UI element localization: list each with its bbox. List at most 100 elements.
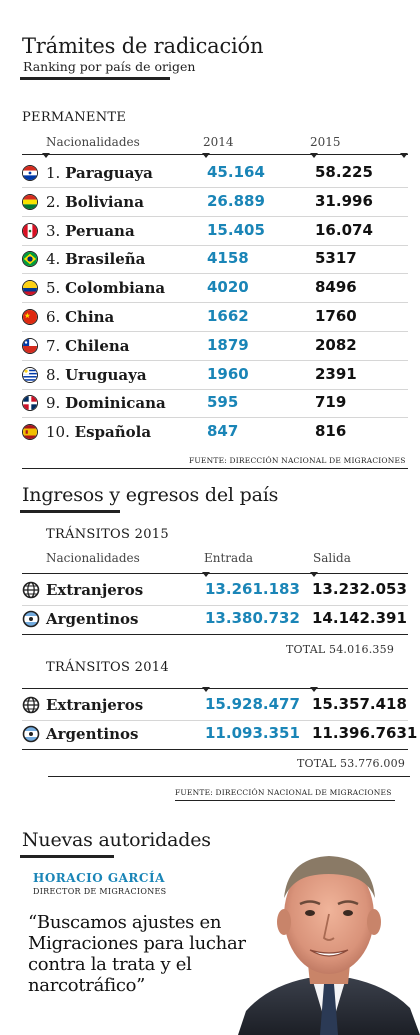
rank-number: 2. (46, 192, 61, 211)
value-2014: 1960 (207, 364, 249, 383)
title-rule (20, 77, 170, 80)
group-name: Argentinos (46, 610, 139, 628)
nationality-name: 5. Colombiana (46, 279, 165, 297)
row-separator (22, 244, 408, 246)
rank-number: 7. (46, 336, 61, 355)
nationality-name: 1. Paraguaya (46, 164, 153, 182)
row-separator (22, 359, 408, 361)
value-2014: 4020 (207, 278, 249, 297)
row-separator (22, 331, 408, 332)
rank-number: 5. (46, 279, 61, 298)
nationality-name: 2. Boliviana (46, 193, 144, 211)
row-separator (22, 302, 408, 304)
rank-number: 9. (46, 394, 61, 413)
permanente-source: FUENTE: DIRECCIÓN NACIONAL DE MIGRACIONE… (189, 456, 406, 465)
value-2015: 31.996 (315, 191, 373, 210)
value-salida: 14.142.391 (312, 609, 407, 627)
row-separator (22, 634, 408, 635)
person-role: DIRECTOR DE MIGRACIONES (33, 887, 167, 896)
table-row: 7. Chilena 1879 2082 (22, 333, 412, 362)
nationality-label: China (65, 308, 115, 326)
value-entrada: 11.093.351 (205, 724, 300, 742)
table-row: 6. China 1662 1760 (22, 304, 412, 333)
person-name: HORACIO GARCÍA (33, 871, 165, 885)
value-2015: 16.074 (315, 220, 373, 239)
flag-argentina-icon (22, 610, 40, 628)
col-nacionalidades: Nacionalidades (46, 135, 140, 149)
value-2014: 45.164 (207, 163, 265, 181)
table-row: 9. Dominicana 595 719 (22, 390, 412, 419)
permanente-label: PERMANENTE (22, 110, 127, 125)
col-entrada: Entrada (204, 551, 254, 565)
table-row: Extranjeros 13.261.183 13.232.053 (22, 577, 412, 605)
divider (175, 800, 395, 801)
ingresos-source: FUENTE: DIRECCIÓN NACIONAL DE MIGRACIONE… (175, 788, 392, 797)
nationality-label: Peruana (65, 221, 135, 240)
page-subtitle: Ranking por país de origen (23, 59, 196, 74)
table-row: 2. Boliviana 26.889 31.996 (22, 189, 412, 218)
row-separator (22, 605, 408, 606)
nationality-label: Chilena (65, 336, 130, 355)
nationality-label: Uruguaya (65, 365, 147, 384)
nationality-name: 4. Brasileña (46, 250, 145, 268)
rank-number: 4. (46, 250, 61, 269)
transitos-2014-label: TRÁNSITOS 2014 (46, 660, 169, 675)
flag-argentina-icon (22, 725, 40, 743)
value-salida: 13.232.053 (312, 580, 407, 598)
table-row: 5. Colombiana 4020 8496 (22, 275, 412, 304)
group-name: Extranjeros (46, 581, 144, 599)
row-separator (22, 720, 408, 721)
globe-icon (22, 581, 40, 599)
nationality-name: 8. Uruguaya (46, 366, 147, 384)
value-2015: 2391 (315, 364, 357, 383)
row-separator (22, 388, 408, 390)
nationality-label: Paraguaya (65, 164, 153, 182)
group-name: Argentinos (46, 725, 139, 743)
rank-number: 6. (46, 308, 61, 326)
value-entrada: 13.261.183 (205, 580, 300, 598)
value-2014: 4158 (207, 249, 249, 268)
row-separator (22, 417, 408, 419)
ingresos-rule (20, 510, 120, 513)
col-2014: 2014 (203, 135, 234, 149)
value-2014: 26.889 (207, 191, 265, 210)
rank-number: 3. (46, 221, 61, 240)
rank-number: 8. (46, 365, 61, 384)
value-salida: 11.396.7631 (312, 724, 418, 742)
nationality-label: Dominicana (65, 394, 166, 413)
table-row: 10. Española 847 816 (22, 419, 412, 448)
nationality-label: Boliviana (65, 192, 144, 211)
autoridades-rule (20, 855, 114, 858)
person-quote: “Buscamos ajustes en Migraciones para lu… (28, 912, 246, 996)
transitos-2015-rule (22, 572, 408, 577)
flag-china-icon (22, 309, 38, 325)
nationality-label: Brasileña (65, 250, 146, 269)
value-2014: 595 (207, 393, 239, 412)
flag-paraguay-icon (22, 165, 38, 181)
transitos-2014-rule (22, 687, 408, 692)
flag-chile-icon (22, 337, 38, 354)
autoridades-title: Nuevas autoridades (22, 829, 211, 851)
nationality-name: 10. Española (46, 423, 151, 441)
person-portrait (238, 856, 420, 1035)
value-2015: 5317 (315, 249, 357, 268)
col-salida: Salida (313, 551, 351, 565)
transitos-2015-label: TRÁNSITOS 2015 (46, 527, 169, 542)
flag-colombia-icon (22, 280, 38, 297)
value-2015: 719 (315, 393, 347, 412)
value-2015: 1760 (315, 307, 357, 325)
row-separator (22, 273, 408, 275)
flag-dominican-icon (22, 395, 38, 412)
value-2014: 1662 (207, 307, 249, 325)
row-separator (22, 187, 408, 188)
group-name: Extranjeros (46, 696, 144, 714)
col-2015: 2015 (310, 135, 341, 149)
value-2015: 2082 (315, 335, 357, 354)
value-entrada: 15.928.477 (205, 695, 300, 713)
ingresos-title: Ingresos y egresos del país (22, 484, 279, 506)
table-row: 1. Paraguaya 45.164 58.225 (22, 160, 412, 189)
globe-icon (22, 696, 40, 714)
flag-uruguay-icon (22, 366, 38, 383)
value-salida: 15.357.418 (312, 695, 407, 713)
value-2015: 816 (315, 422, 347, 441)
